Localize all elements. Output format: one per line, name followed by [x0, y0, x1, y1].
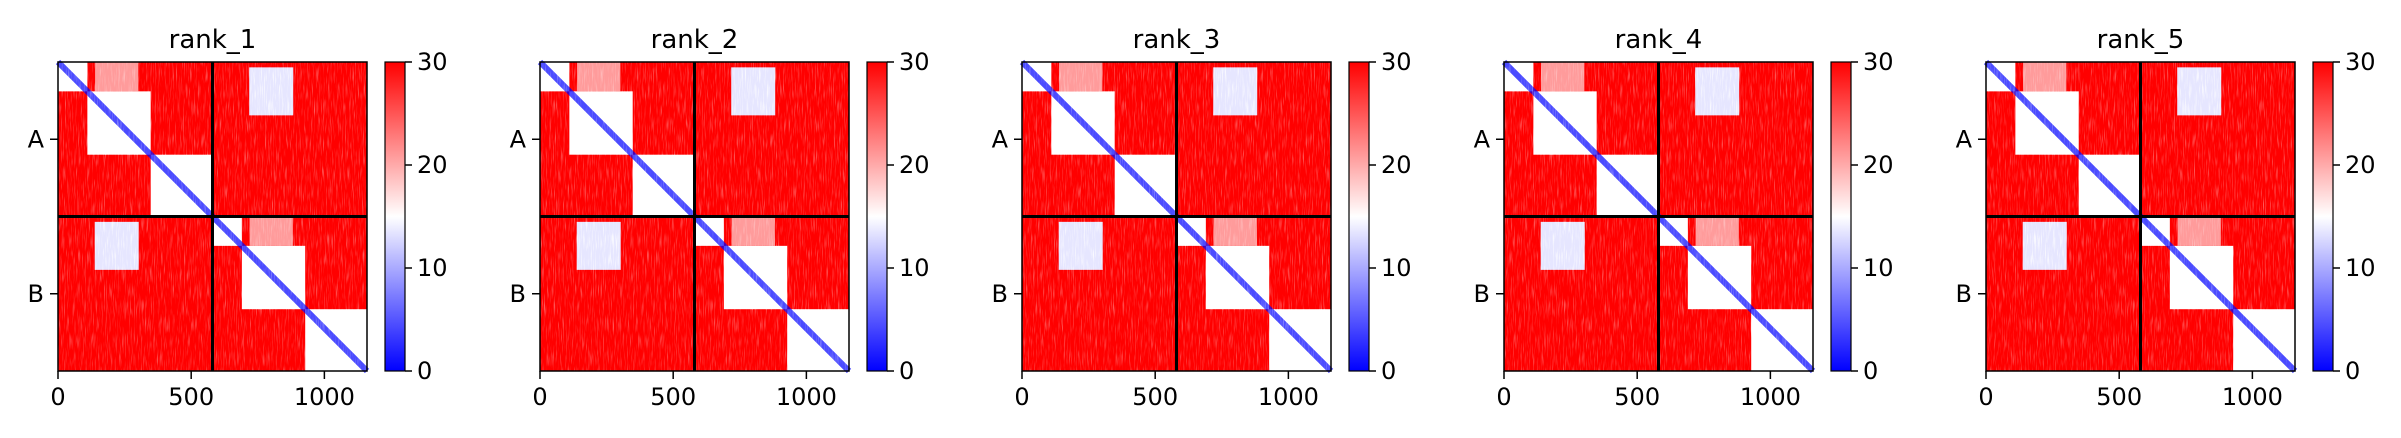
x-tick-label: 500 — [168, 383, 214, 411]
colorbar-tick-label: 30 — [1381, 48, 1412, 76]
colorbar-tick-label: 10 — [1381, 254, 1412, 282]
panel-title: rank_1 — [169, 25, 257, 55]
colorbar-tick-label: 0 — [1381, 357, 1396, 385]
plot-frame — [57, 61, 368, 372]
colorbar-tick-label: 20 — [1381, 151, 1412, 179]
colorbar-tick-label: 20 — [417, 151, 448, 179]
x-tick-label: 500 — [2096, 383, 2142, 411]
colorbar-tick-label: 10 — [2345, 254, 2376, 282]
y-tick-label: B — [1474, 280, 1490, 308]
x-tick-label: 1000 — [776, 383, 837, 411]
colorbar-scale — [2312, 61, 2334, 372]
y-tick-label: B — [28, 280, 44, 308]
heatmap-panel-3: rank_3 0 500 1000 A B 0 10 20 30 — [992, 25, 1412, 411]
colorbar: 0 10 20 30 — [384, 48, 448, 385]
x-tick-label: 1000 — [1258, 383, 1319, 411]
colorbar-tick-label: 20 — [899, 151, 930, 179]
x-tick-label: 0 — [532, 383, 547, 411]
colorbar-tick-label: 0 — [899, 357, 914, 385]
colorbar-scale — [866, 61, 888, 372]
y-tick-label: B — [510, 280, 526, 308]
colorbar: 0 10 20 30 — [866, 48, 930, 385]
panel-title: rank_2 — [651, 25, 739, 55]
colorbar-tick-label: 20 — [2345, 151, 2376, 179]
colorbar-tick-label: 30 — [417, 48, 448, 76]
colorbar: 0 10 20 30 — [1348, 48, 1412, 385]
colorbar-scale — [1830, 61, 1852, 372]
x-tick-label: 500 — [1132, 383, 1178, 411]
y-tick-label: A — [1474, 125, 1491, 153]
panel-title: rank_4 — [1615, 25, 1703, 55]
x-tick-label: 0 — [1496, 383, 1511, 411]
x-tick-label: 500 — [650, 383, 696, 411]
colorbar-tick-label: 0 — [417, 357, 432, 385]
y-tick-label: A — [1956, 125, 1973, 153]
colorbar-tick-label: 30 — [1863, 48, 1894, 76]
colorbar: 0 10 20 30 — [1830, 48, 1894, 385]
colorbar-scale — [384, 61, 406, 372]
y-tick-label: A — [992, 125, 1009, 153]
y-tick-label: A — [28, 125, 45, 153]
y-tick-label: A — [510, 125, 527, 153]
heatmap-panel-2: rank_2 0 500 1000 A B 0 10 20 30 — [510, 25, 930, 411]
colorbar-tick-label: 10 — [417, 254, 448, 282]
colorbar-scale — [1348, 61, 1370, 372]
colorbar-tick-label: 10 — [1863, 254, 1894, 282]
y-tick-label: B — [1956, 280, 1972, 308]
colorbar-tick-label: 30 — [899, 48, 930, 76]
plot-frame — [539, 61, 850, 372]
plot-frame — [1503, 61, 1814, 372]
x-tick-label: 0 — [50, 383, 65, 411]
colorbar-tick-label: 30 — [2345, 48, 2376, 76]
panel-title: rank_5 — [2097, 25, 2185, 55]
y-tick-label: B — [992, 280, 1008, 308]
panel-title: rank_3 — [1133, 25, 1221, 55]
x-tick-label: 0 — [1978, 383, 1993, 411]
x-tick-label: 1000 — [1740, 383, 1801, 411]
colorbar-tick-label: 0 — [1863, 357, 1878, 385]
x-tick-label: 500 — [1614, 383, 1660, 411]
colorbar-tick-label: 20 — [1863, 151, 1894, 179]
plot-frame — [1985, 61, 2296, 372]
heatmap-panel-1: rank_1 0 500 1000 A B 0 10 20 30 — [28, 25, 448, 411]
heatmap-panel-5: rank_5 0 500 1000 A B 0 10 20 30 — [1956, 25, 2376, 411]
x-tick-label: 1000 — [2222, 383, 2283, 411]
colorbar-tick-label: 0 — [2345, 357, 2360, 385]
heatmap-panel-4: rank_4 0 500 1000 A B 0 10 20 30 — [1474, 25, 1894, 411]
x-tick-label: 1000 — [294, 383, 355, 411]
colorbar-tick-label: 10 — [899, 254, 930, 282]
plot-frame — [1021, 61, 1332, 372]
x-tick-label: 0 — [1014, 383, 1029, 411]
colorbar: 0 10 20 30 — [2312, 48, 2376, 385]
